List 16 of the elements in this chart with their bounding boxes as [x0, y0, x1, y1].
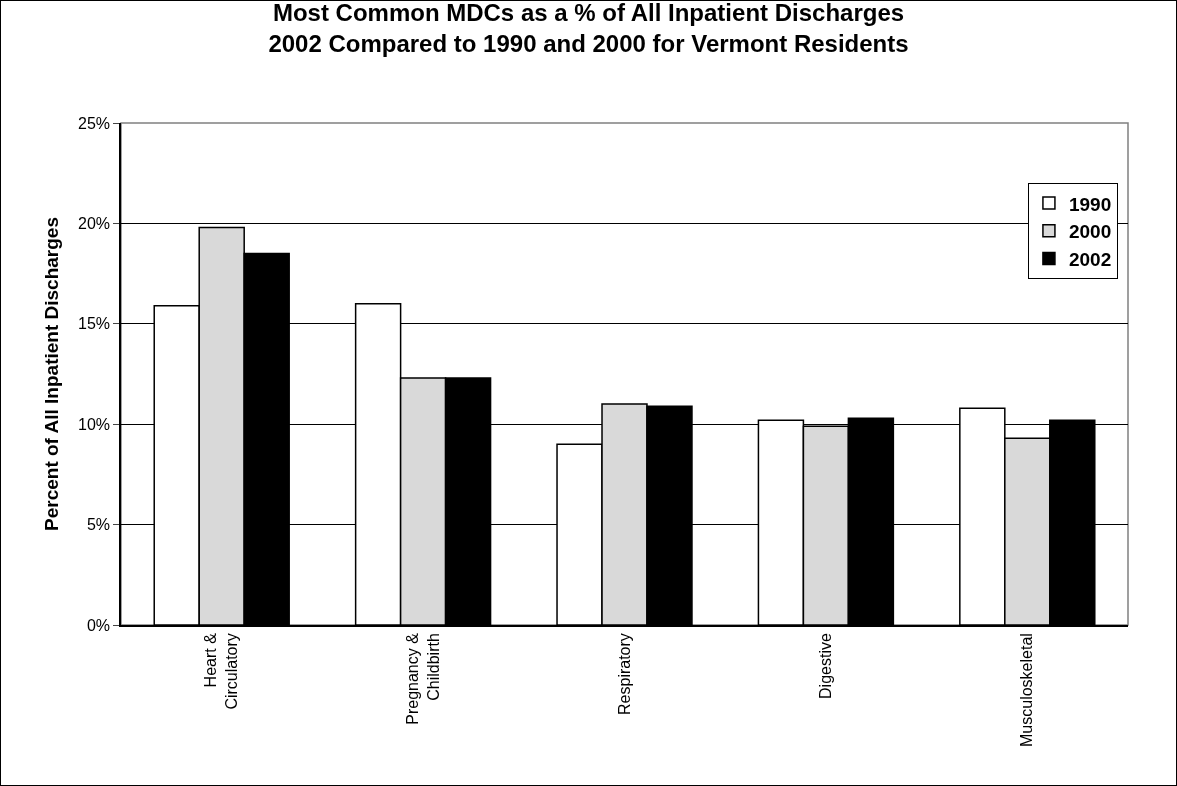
y-axis-title: Percent of All Inpatient Discharges	[41, 217, 63, 531]
x-tick-label: Pregnancy & Childbirth	[403, 632, 442, 725]
y-tick-label: 5%	[86, 516, 111, 534]
x-tick-label: Digestive	[817, 633, 835, 699]
y-tick-label: 0%	[86, 616, 111, 634]
y-tick-label: 10%	[78, 415, 111, 433]
x-tick-label: Respiratory	[615, 633, 633, 715]
chart-title: Most Common MDCs as a % of All Inpatient Discharges 2002 Compared to 1990 and 2000 for Vermont Residents	[268, 0, 909, 57]
legend-label: 2000	[1068, 221, 1112, 243]
x-tick-label: Heart & Circulatory	[202, 632, 241, 710]
y-tick-label: 20%	[78, 215, 111, 232]
x-tick-label: Musculoskeletal	[1018, 633, 1036, 747]
y-tick-label: 25%	[78, 114, 111, 132]
legend-label: 2002	[1068, 248, 1112, 270]
y-tick-label: 15%	[78, 315, 111, 333]
legend-label: 1990	[1068, 193, 1112, 215]
